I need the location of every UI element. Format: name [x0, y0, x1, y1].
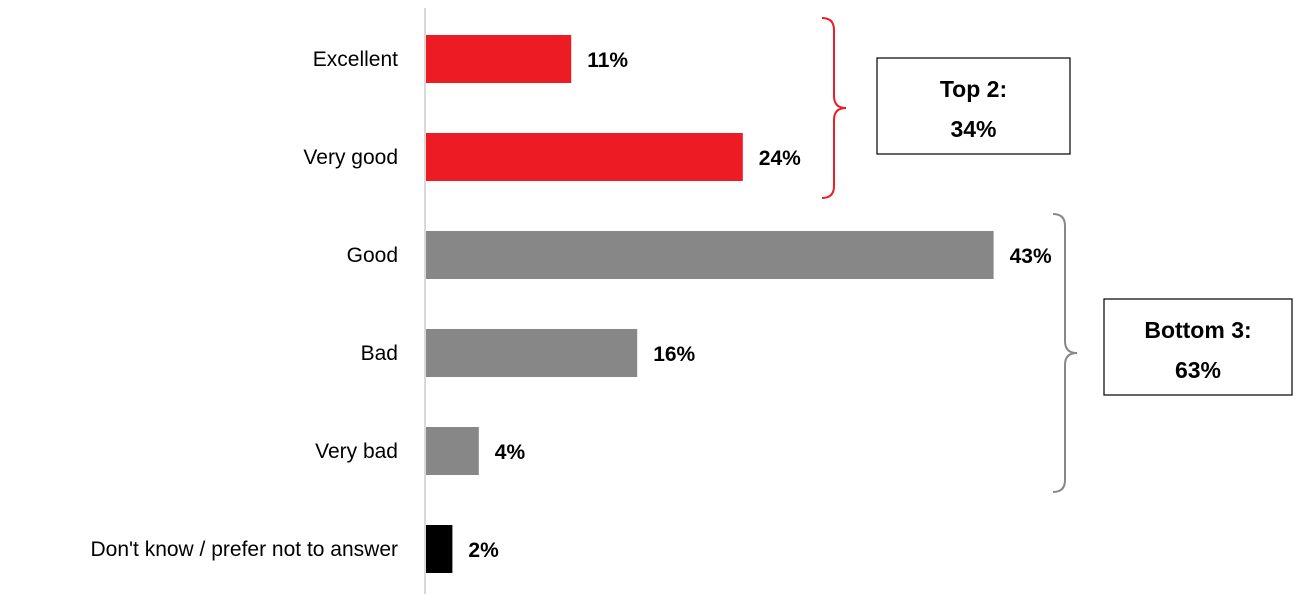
category-label: Excellent — [313, 48, 398, 71]
bar — [426, 525, 453, 573]
data-label: 11% — [587, 49, 628, 72]
summary-box-bottom-3 — [1103, 298, 1293, 396]
category-label: Don't know / prefer not to answer — [91, 538, 399, 561]
data-label: 4% — [495, 441, 526, 464]
data-label: 16% — [653, 343, 695, 366]
data-label: 24% — [759, 147, 801, 170]
bracket-top-2 — [821, 17, 847, 199]
category-label: Good — [347, 244, 398, 267]
summary-box-top-2 — [876, 57, 1071, 155]
bar — [426, 133, 743, 181]
bar — [426, 231, 994, 279]
summary-value: 63% — [1175, 357, 1221, 383]
data-label: 2% — [468, 539, 499, 562]
category-label: Very good — [303, 146, 398, 169]
bar — [426, 329, 638, 377]
bracket-bottom-3 — [1052, 213, 1078, 493]
bar — [426, 35, 572, 83]
data-label: 43% — [1010, 245, 1052, 268]
annotations-layer: Top 2: 34% Bottom 3: 63% — [821, 17, 1293, 493]
summary-title: Bottom 3: — [1144, 317, 1251, 343]
bar — [426, 427, 479, 475]
summary-title: Top 2: — [940, 76, 1007, 102]
category-label: Bad — [361, 342, 398, 365]
bars-layer: Excellent 11% Very good 24% Good 43% Bad 16% Ver… — [91, 35, 1052, 573]
category-label: Very bad — [315, 440, 398, 463]
summary-value: 34% — [950, 116, 996, 142]
